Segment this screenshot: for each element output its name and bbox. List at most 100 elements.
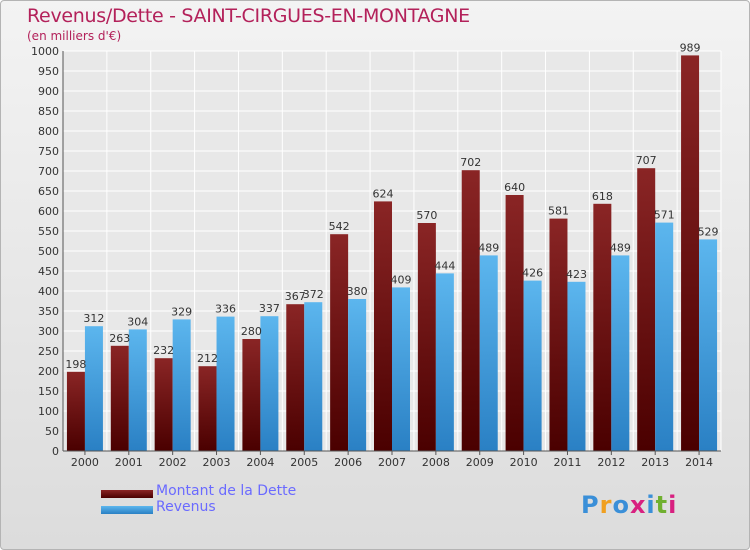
y-tick-label: 150 (38, 385, 59, 398)
data-label-debt: 232 (153, 344, 174, 357)
bar-revenus (479, 255, 498, 451)
legend-swatch-revenus (101, 506, 153, 514)
data-label-debt: 367 (285, 290, 306, 303)
data-label-debt: 989 (680, 41, 701, 54)
data-label-revenus: 304 (127, 315, 148, 328)
x-tick-label: 2009 (466, 456, 494, 469)
y-tick-label: 100 (38, 405, 59, 418)
proxiti-logo: Proxiti (581, 491, 677, 519)
y-tick-label: 500 (38, 245, 59, 258)
x-tick-label: 2002 (159, 456, 187, 469)
data-label-revenus: 337 (259, 302, 280, 315)
data-label-debt: 570 (416, 209, 437, 222)
bar-debt (286, 304, 305, 451)
data-label-revenus: 423 (566, 268, 587, 281)
x-tick-label: 2000 (71, 456, 99, 469)
x-tick-label: 2014 (685, 456, 713, 469)
x-tick-label: 2006 (334, 456, 362, 469)
y-tick-label: 800 (38, 125, 59, 138)
bar-debt (198, 366, 217, 451)
data-label-debt: 618 (592, 190, 613, 203)
data-label-debt: 212 (197, 352, 218, 365)
legend-swatch-debt (101, 490, 153, 498)
data-label-debt: 263 (109, 332, 130, 345)
data-label-debt: 198 (65, 358, 86, 371)
bar-revenus (172, 319, 191, 451)
bar-debt (637, 168, 656, 451)
legend-label-debt: Montant de la Dette (156, 483, 297, 499)
bar-revenus (567, 281, 586, 451)
data-label-revenus: 409 (391, 273, 412, 286)
y-tick-label: 250 (38, 345, 59, 358)
data-label-debt: 640 (504, 181, 525, 194)
data-label-debt: 707 (636, 154, 657, 167)
x-tick-label: 2008 (422, 456, 450, 469)
bar-debt (461, 170, 480, 451)
y-tick-label: 1000 (31, 45, 59, 58)
y-tick-label: 700 (38, 165, 59, 178)
data-label-revenus: 444 (434, 259, 455, 272)
chart-title: Revenus/Dette - SAINT-CIRGUES-EN-MONTAGN… (27, 5, 470, 27)
logo-letter: o (612, 491, 630, 519)
x-tick-label: 2004 (246, 456, 274, 469)
data-label-revenus: 312 (83, 312, 104, 325)
data-label-debt: 280 (241, 325, 262, 338)
bar-debt (330, 234, 349, 451)
logo-letter: P (581, 491, 600, 519)
x-tick-label: 2003 (203, 456, 231, 469)
data-label-debt: 624 (373, 187, 394, 200)
bar-debt (549, 218, 568, 451)
logo-letter: x (629, 491, 647, 519)
legend-label-revenus: Revenus (156, 499, 216, 515)
bar-revenus (304, 302, 323, 451)
y-tick-label: 650 (38, 185, 59, 198)
bar-debt (242, 339, 261, 451)
y-tick-label: 750 (38, 145, 59, 158)
data-label-revenus: 571 (654, 209, 675, 222)
logo-letter: i (668, 491, 678, 519)
y-tick-label: 850 (38, 105, 59, 118)
data-label-revenus: 329 (171, 305, 192, 318)
data-label-revenus: 426 (522, 267, 543, 280)
bar-revenus (435, 273, 454, 451)
bar-revenus (260, 316, 279, 451)
y-tick-label: 450 (38, 265, 59, 278)
x-tick-label: 2001 (115, 456, 143, 469)
bar-debt (593, 203, 612, 451)
bar-debt (110, 345, 129, 451)
logo-letter: r (599, 491, 613, 519)
bar-debt (681, 55, 700, 452)
data-label-revenus: 489 (610, 241, 631, 254)
bar-revenus (611, 255, 630, 451)
bar-debt (374, 201, 392, 451)
y-tick-label: 0 (52, 445, 59, 458)
y-tick-label: 550 (38, 225, 59, 238)
bar-revenus (128, 329, 147, 451)
x-tick-label: 2012 (597, 456, 625, 469)
data-label-revenus: 336 (215, 303, 236, 316)
y-tick-label: 300 (38, 325, 59, 338)
data-label-debt: 542 (329, 220, 350, 233)
bar-debt (154, 358, 173, 451)
x-tick-label: 2007 (378, 456, 406, 469)
logo-letter: t (655, 491, 669, 519)
bar-revenus (392, 287, 410, 451)
data-label-revenus: 372 (303, 288, 324, 301)
data-label-debt: 581 (548, 205, 569, 218)
data-label-debt: 702 (460, 156, 481, 169)
y-tick-label: 200 (38, 365, 59, 378)
y-tick-label: 350 (38, 305, 59, 318)
y-tick-label: 900 (38, 85, 59, 98)
x-tick-label: 2011 (553, 456, 581, 469)
x-tick-label: 2013 (641, 456, 669, 469)
logo-letter: i (646, 491, 656, 519)
bar-revenus (699, 239, 718, 451)
x-tick-label: 2010 (510, 456, 538, 469)
bar-revenus (84, 326, 103, 451)
chart-subtitle: (en milliers d'€) (27, 29, 122, 43)
data-label-revenus: 529 (698, 225, 719, 238)
bar-revenus (523, 280, 542, 451)
data-label-revenus: 489 (478, 241, 499, 254)
y-tick-label: 950 (38, 65, 59, 78)
